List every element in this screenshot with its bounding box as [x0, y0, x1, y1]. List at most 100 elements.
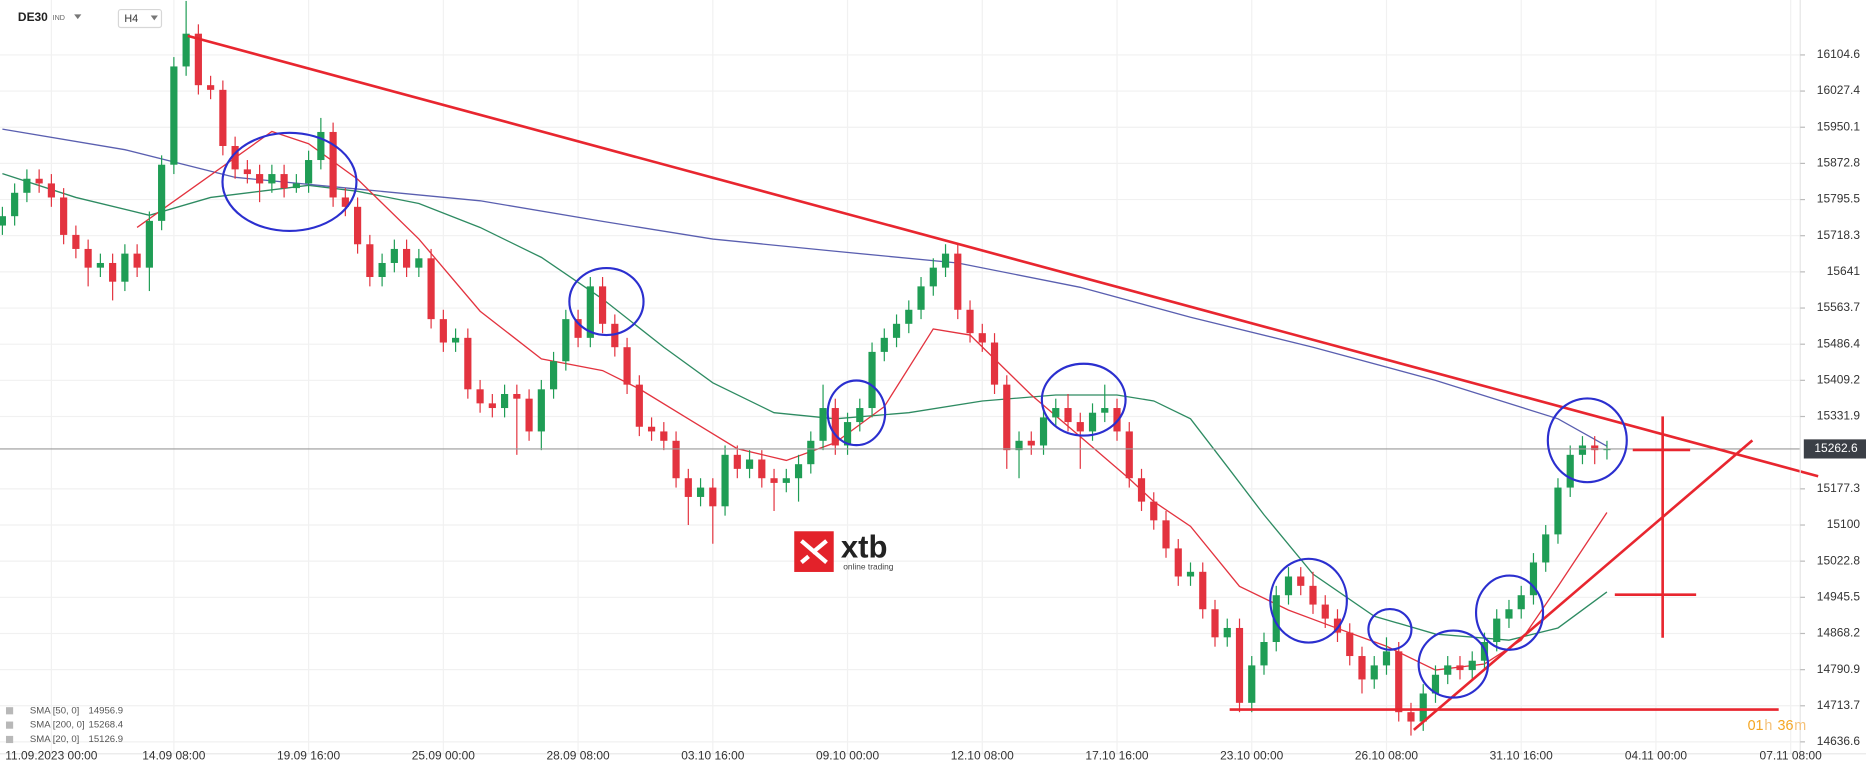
candle-body: [452, 337, 460, 343]
candle-body: [696, 487, 705, 497]
rising-trendline: [1412, 439, 1754, 731]
candle-body: [1333, 618, 1342, 633]
candle-body: [1578, 445, 1587, 455]
timer-minutes: 36: [1777, 718, 1793, 734]
candle-body: [403, 248, 411, 268]
candle-body: [96, 262, 104, 268]
candle-body: [856, 408, 864, 423]
highlight-circle: [1474, 574, 1545, 651]
highlight-circle: [1367, 607, 1413, 651]
candle-body: [782, 478, 790, 483]
candle-body: [574, 319, 582, 338]
price-axis: 16104.6 16027.4 15950.1 15872.8 15795.5 15718…: [1799, 0, 1866, 754]
drawings: [187, 34, 1819, 731]
candle-body: [966, 309, 974, 334]
candle-body: [439, 319, 447, 343]
candle-body: [231, 145, 239, 170]
candle-body: [843, 422, 852, 446]
candle-body: [1235, 627, 1244, 703]
interval[interactable]: H4: [124, 13, 138, 25]
toolbar: DE30 IND H4: [18, 8, 163, 29]
last-price-tag: [1803, 439, 1866, 459]
candle-body: [733, 454, 741, 469]
x-tick-label: 28.09 08:00: [547, 748, 610, 762]
candle-body: [513, 393, 521, 399]
candles: [0, 0, 1801, 736]
candle-body: [427, 258, 435, 320]
candle-body: [770, 478, 778, 483]
candle-body: [1370, 665, 1378, 680]
candle-body: [133, 253, 141, 268]
candle-body: [623, 347, 631, 385]
candle-body: [831, 408, 839, 446]
y-tick-label: 14945.5: [1817, 589, 1861, 603]
highlight-circle: [1546, 397, 1628, 484]
y-tick-label: 15718.3: [1817, 228, 1861, 242]
candle-body: [905, 309, 913, 324]
candle-body: [709, 487, 717, 507]
candle-body: [954, 253, 962, 310]
resistance-trendline: [187, 34, 1819, 478]
candle-body: [1358, 656, 1366, 680]
candle-body: [0, 216, 6, 226]
timer: 01 h 36 m: [1748, 718, 1807, 734]
highlight-circle: [826, 379, 887, 447]
candle-body: [880, 337, 888, 352]
x-tick-label: 17.10 16:00: [1085, 748, 1148, 762]
legend-icon: [5, 735, 14, 744]
candle-body: [170, 66, 178, 165]
candle-body: [1566, 454, 1574, 488]
candle-body: [819, 408, 827, 441]
candle-body: [794, 464, 803, 479]
candle-body: [329, 131, 337, 198]
candle-body: [598, 286, 607, 324]
y-tick-label: 14713.7: [1817, 698, 1861, 712]
x-tick-label: 03.10 16:00: [681, 748, 744, 762]
x-tick-label: 09.10 00:00: [816, 748, 879, 762]
timer-hours-unit: h: [1764, 718, 1772, 734]
x-tick-label: 04.11 00:00: [1625, 748, 1688, 762]
market: IND: [53, 14, 65, 22]
highlight-circle: [1269, 557, 1348, 644]
candle-body: [207, 85, 215, 90]
legend-icon: [5, 707, 14, 715]
candle-body: [1382, 651, 1391, 666]
candle-body: [378, 262, 386, 278]
candle-body: [1297, 576, 1305, 586]
candle-body: [292, 183, 300, 189]
candle-body: [745, 459, 754, 469]
symbol-dropdown[interactable]: [74, 14, 82, 20]
x-tick-label: 31.10 16:00: [1490, 748, 1553, 762]
grid: [0, 0, 1801, 754]
candle-body: [1346, 632, 1354, 657]
candle-body: [1003, 384, 1011, 451]
x-tick-label: 07.11 08:00: [1760, 748, 1823, 762]
candle-body: [182, 33, 190, 67]
interval-dropdown[interactable]: [150, 15, 158, 21]
y-tick-label: 15950.1: [1817, 119, 1861, 133]
candle-body: [1113, 408, 1121, 432]
candle-body: [941, 253, 950, 268]
candle-body: [1248, 665, 1256, 703]
candle-body: [145, 220, 153, 268]
candle-body: [807, 440, 815, 465]
y-tick-label: 15641: [1827, 264, 1861, 278]
candle-body: [537, 389, 545, 432]
candle-body: [121, 253, 129, 282]
candle-body: [1407, 712, 1415, 722]
legend-icon: [5, 721, 14, 729]
candle-body: [990, 342, 999, 385]
y-tick-label: 14868.2: [1817, 626, 1861, 640]
symbol[interactable]: DE30: [18, 10, 48, 24]
x-tick-label: 26.10 08:00: [1355, 748, 1418, 762]
candle-body: [660, 431, 668, 441]
candle-body: [758, 459, 766, 479]
candle-body: [1211, 609, 1219, 638]
candle-body: [929, 267, 937, 287]
candle-body: [1603, 448, 1611, 451]
candle-body: [464, 337, 472, 390]
candle-body: [268, 174, 276, 184]
candle-body: [562, 319, 570, 362]
interval-box[interactable]: [117, 8, 163, 29]
